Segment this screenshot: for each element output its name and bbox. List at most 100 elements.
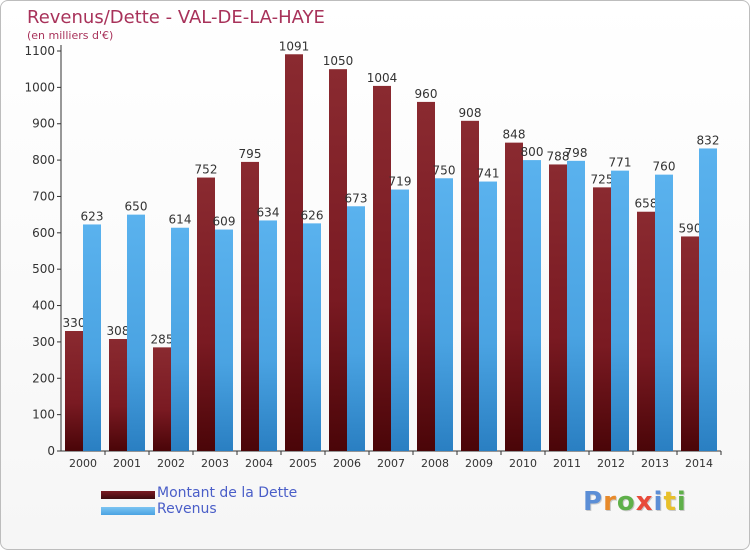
data-label-dette: 848 bbox=[503, 128, 526, 142]
y-tick-label: 200 bbox=[32, 371, 55, 385]
legend-label-revenus: Revenus bbox=[157, 501, 217, 517]
bar-dette bbox=[461, 120, 479, 452]
legend-swatch-revenus bbox=[101, 507, 155, 515]
logo-letter: i bbox=[676, 487, 687, 517]
x-tick-label: 2005 bbox=[289, 457, 317, 470]
data-label-revenus: 760 bbox=[653, 160, 676, 174]
bar-revenus bbox=[303, 223, 321, 451]
data-label-revenus: 750 bbox=[433, 163, 456, 177]
chart-title: Revenus/Dette - VAL-DE-LA-HAYE bbox=[27, 7, 325, 28]
y-tick-label: 0 bbox=[47, 444, 55, 458]
data-label-revenus: 771 bbox=[609, 156, 632, 170]
bar-dette bbox=[109, 339, 127, 451]
x-tick-label: 2009 bbox=[465, 457, 493, 470]
legend-swatch-dette bbox=[101, 491, 155, 499]
bar-revenus bbox=[479, 181, 497, 451]
y-tick-label: 600 bbox=[32, 226, 55, 240]
bar-dette bbox=[373, 85, 391, 451]
x-tick-label: 2004 bbox=[245, 457, 273, 470]
bar-revenus bbox=[611, 170, 629, 452]
bar-revenus bbox=[215, 229, 233, 451]
proxiti-logo: Proxiti bbox=[583, 487, 687, 517]
data-label-dette: 960 bbox=[415, 87, 438, 101]
y-tick-label: 400 bbox=[32, 299, 55, 313]
x-tick-label: 2003 bbox=[201, 457, 229, 470]
bar-dette bbox=[241, 161, 259, 451]
data-label-revenus: 719 bbox=[389, 175, 412, 189]
data-label-revenus: 623 bbox=[81, 209, 104, 223]
data-label-revenus: 673 bbox=[345, 191, 368, 205]
y-tick-label: 500 bbox=[32, 262, 55, 276]
data-label-revenus: 798 bbox=[565, 146, 588, 160]
logo-letter: x bbox=[635, 487, 654, 517]
data-label-dette: 658 bbox=[635, 197, 658, 211]
x-tick-label: 2012 bbox=[597, 457, 625, 470]
data-label-revenus: 634 bbox=[257, 205, 280, 219]
data-label-dette: 788 bbox=[547, 149, 570, 163]
bar-dette bbox=[153, 347, 171, 451]
bar-dette bbox=[637, 211, 655, 451]
data-label-dette: 330 bbox=[63, 316, 86, 330]
logo-letter: i bbox=[653, 487, 664, 517]
data-label-dette: 752 bbox=[195, 163, 218, 177]
logo-letter: P bbox=[583, 487, 604, 517]
y-tick-label: 300 bbox=[32, 335, 55, 349]
data-label-dette: 795 bbox=[239, 147, 262, 161]
x-tick-label: 2002 bbox=[157, 457, 185, 470]
bar-dette bbox=[329, 69, 347, 451]
legend-label-dette: Montant de la Dette bbox=[157, 485, 298, 501]
y-tick-label: 800 bbox=[32, 153, 55, 167]
bar-revenus bbox=[347, 206, 365, 451]
bar-dette bbox=[549, 164, 567, 452]
logo-letter: r bbox=[603, 487, 617, 517]
data-label-revenus: 626 bbox=[301, 208, 324, 222]
bar-revenus bbox=[171, 227, 189, 451]
bar-dette bbox=[593, 187, 611, 451]
data-label-dette: 1004 bbox=[367, 71, 398, 85]
data-label-dette: 285 bbox=[151, 332, 174, 346]
y-tick-label: 1000 bbox=[24, 80, 55, 94]
data-label-dette: 308 bbox=[107, 324, 130, 338]
bar-revenus bbox=[391, 189, 409, 451]
data-label-revenus: 650 bbox=[125, 200, 148, 214]
x-tick-label: 2008 bbox=[421, 457, 449, 470]
logo-letter: t bbox=[663, 487, 677, 517]
bar-revenus bbox=[435, 178, 453, 452]
y-tick-label: 900 bbox=[32, 117, 55, 131]
bar-revenus bbox=[567, 160, 585, 451]
data-label-revenus: 609 bbox=[213, 215, 236, 229]
bar-dette bbox=[65, 331, 83, 451]
bar-revenus bbox=[83, 224, 101, 451]
data-label-dette: 1050 bbox=[323, 54, 354, 68]
x-tick-label: 2007 bbox=[377, 457, 405, 470]
y-tick-label: 100 bbox=[32, 408, 55, 422]
x-tick-label: 2013 bbox=[641, 457, 669, 470]
x-tick-label: 2001 bbox=[113, 457, 141, 470]
data-label-revenus: 800 bbox=[521, 145, 544, 159]
chart-subtitle: (en milliers d'€) bbox=[27, 29, 114, 42]
x-tick-label: 2014 bbox=[685, 457, 713, 470]
data-label-revenus: 832 bbox=[697, 133, 720, 147]
data-label-revenus: 614 bbox=[169, 213, 192, 227]
y-tick-label: 700 bbox=[32, 189, 55, 203]
bar-dette bbox=[417, 101, 435, 451]
bar-revenus bbox=[127, 214, 145, 451]
bar-revenus bbox=[523, 160, 541, 451]
x-tick-label: 2000 bbox=[69, 457, 97, 470]
data-label-revenus: 741 bbox=[477, 167, 500, 181]
bar-dette bbox=[681, 236, 699, 451]
data-label-dette: 725 bbox=[591, 172, 614, 186]
x-tick-label: 2006 bbox=[333, 457, 361, 470]
y-tick-label: 1100 bbox=[24, 44, 55, 58]
data-label-dette: 590 bbox=[679, 221, 702, 235]
bar-dette bbox=[197, 177, 215, 451]
x-tick-label: 2010 bbox=[509, 457, 537, 470]
x-tick-label: 2011 bbox=[553, 457, 581, 470]
bar-revenus bbox=[699, 148, 717, 452]
bar-revenus bbox=[259, 220, 277, 451]
bar-revenus bbox=[655, 174, 673, 452]
bar-dette bbox=[285, 54, 303, 451]
data-label-dette: 1091 bbox=[279, 39, 310, 53]
